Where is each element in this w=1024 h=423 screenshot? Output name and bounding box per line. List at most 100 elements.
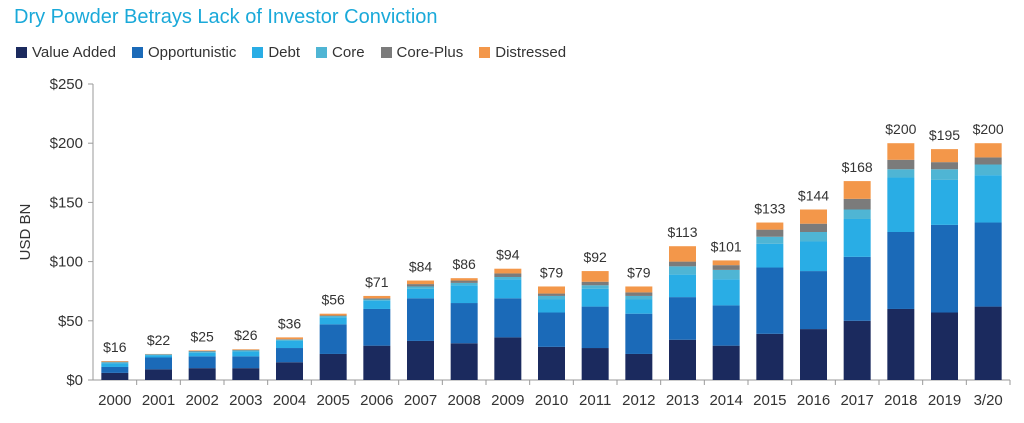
legend-label: Core (332, 44, 365, 61)
bar-segment-core-plus (276, 339, 303, 340)
x-tick-label: 2003 (229, 392, 262, 409)
bar-segment-value-added (843, 320, 871, 380)
bar-segment-core-plus (625, 292, 653, 296)
bar-total-label: $92 (583, 249, 607, 265)
bar-segment-core (101, 362, 129, 364)
y-tick-label: $150 (50, 194, 83, 211)
bar-segment-distressed (669, 246, 696, 262)
legend-swatch (316, 47, 328, 58)
x-tick-label: 2004 (273, 392, 306, 409)
x-tick-label: 2015 (753, 392, 786, 409)
bar-segment-value-added (232, 368, 260, 380)
bar-segment-core (407, 286, 434, 289)
bar-segment-debt (101, 363, 129, 367)
bar-segment-debt (450, 285, 478, 304)
bar-total-label: $113 (667, 224, 697, 240)
bar-segment-value-added (581, 348, 609, 380)
bar-segment-core (319, 316, 347, 318)
bar-segment-distressed (232, 349, 260, 350)
bar-total-label: $84 (409, 259, 433, 275)
bar-segment-debt (800, 241, 827, 272)
bar-segment-core-plus (363, 298, 391, 300)
legend-item-debt: Debt (252, 44, 300, 61)
bar-segment-value-added (712, 345, 740, 380)
bar-segment-core (669, 266, 696, 275)
x-tick-label: 3/20 (974, 392, 1003, 409)
y-tick-label: $200 (50, 135, 83, 152)
bar-segment-core (538, 295, 565, 300)
legend-item-core-plus: Core-Plus (380, 44, 464, 61)
legend-label: Core-Plus (396, 44, 464, 61)
x-tick-label: 2014 (709, 392, 742, 409)
y-tick-label: $50 (58, 313, 83, 330)
bar-total-label: $200 (885, 121, 916, 137)
bar-segment-core-plus (756, 229, 784, 237)
bar-segment-core (232, 350, 260, 352)
bar-segment-distressed (101, 361, 129, 362)
bar-segment-opportunistic (101, 366, 129, 373)
bar-segment-opportunistic (494, 298, 522, 338)
bar-segment-opportunistic (669, 297, 696, 340)
bar-segment-value-added (800, 329, 827, 380)
bar-total-label: $101 (711, 238, 742, 254)
bar-segment-core (188, 351, 216, 353)
bar-segment-value-added (974, 306, 1002, 380)
legend-item-core: Core (316, 44, 365, 61)
bar-segment-opportunistic (712, 305, 740, 346)
x-tick-label: 2017 (840, 392, 873, 409)
legend-swatch (131, 47, 143, 58)
legend-label: Opportunistic (147, 44, 237, 61)
bar-segment-distressed (363, 295, 391, 299)
bar-segment-debt (581, 288, 609, 307)
bar-segment-core-plus (450, 280, 478, 283)
bar-segment-opportunistic (363, 308, 391, 346)
bar-segment-distressed (581, 271, 609, 282)
bar-segment-value-added (363, 345, 391, 380)
legend-label: Distressed (495, 44, 567, 61)
bar-segment-core (843, 209, 871, 219)
bar-segment-debt (756, 243, 784, 268)
bar-segment-debt (494, 279, 522, 299)
bar-segment-debt (276, 340, 303, 349)
bar-segment-distressed (538, 286, 565, 294)
bar-total-label: $26 (234, 327, 258, 343)
bar-segment-value-added (319, 353, 347, 380)
x-tick-label: 2013 (666, 392, 699, 409)
bar-segment-distressed (974, 143, 1002, 158)
bar-segment-debt (188, 352, 216, 357)
bar-total-label: $86 (452, 256, 476, 272)
bar-segment-debt (625, 299, 653, 314)
bar-segment-core-plus (581, 281, 609, 286)
bar-total-label: $133 (754, 201, 785, 217)
bar-segment-core-plus (669, 261, 696, 267)
bar-segment-opportunistic (145, 357, 172, 370)
x-tick-label: 2010 (535, 392, 568, 409)
legend-item-opportunistic: Opportunistic (131, 44, 237, 61)
bar-total-label: $22 (147, 332, 171, 348)
x-tick-label: 2011 (579, 392, 611, 409)
bar-segment-distressed (887, 143, 915, 160)
legend-item-value-added: Value Added (16, 44, 116, 61)
bar-total-label: $200 (973, 121, 1004, 137)
x-tick-label: 2019 (928, 392, 961, 409)
bar-segment-opportunistic (800, 271, 827, 330)
bar-segment-opportunistic (232, 356, 260, 369)
bar-segment-core (581, 285, 609, 289)
bar-segment-core-plus (319, 315, 347, 317)
bar-segment-opportunistic (625, 313, 653, 354)
bar-segment-distressed (276, 337, 303, 340)
bar-total-label: $144 (798, 188, 829, 204)
bar-total-label: $25 (190, 328, 214, 344)
bar-segment-debt (843, 218, 871, 257)
y-tick-label: $250 (50, 76, 83, 93)
bar-segment-distressed (188, 350, 216, 351)
bar-segment-core (145, 354, 172, 356)
x-tick-label: 2018 (884, 392, 917, 409)
bar-segment-opportunistic (407, 298, 434, 341)
chart-legend: Value Added Opportunistic Debt Core Core-Plu… (16, 44, 582, 61)
bar-segment-distressed (450, 278, 478, 281)
bar-segment-debt (232, 351, 260, 357)
y-tick-label: $0 (66, 372, 83, 389)
bar-segment-distressed (407, 280, 434, 285)
bar-segment-debt (363, 300, 391, 309)
